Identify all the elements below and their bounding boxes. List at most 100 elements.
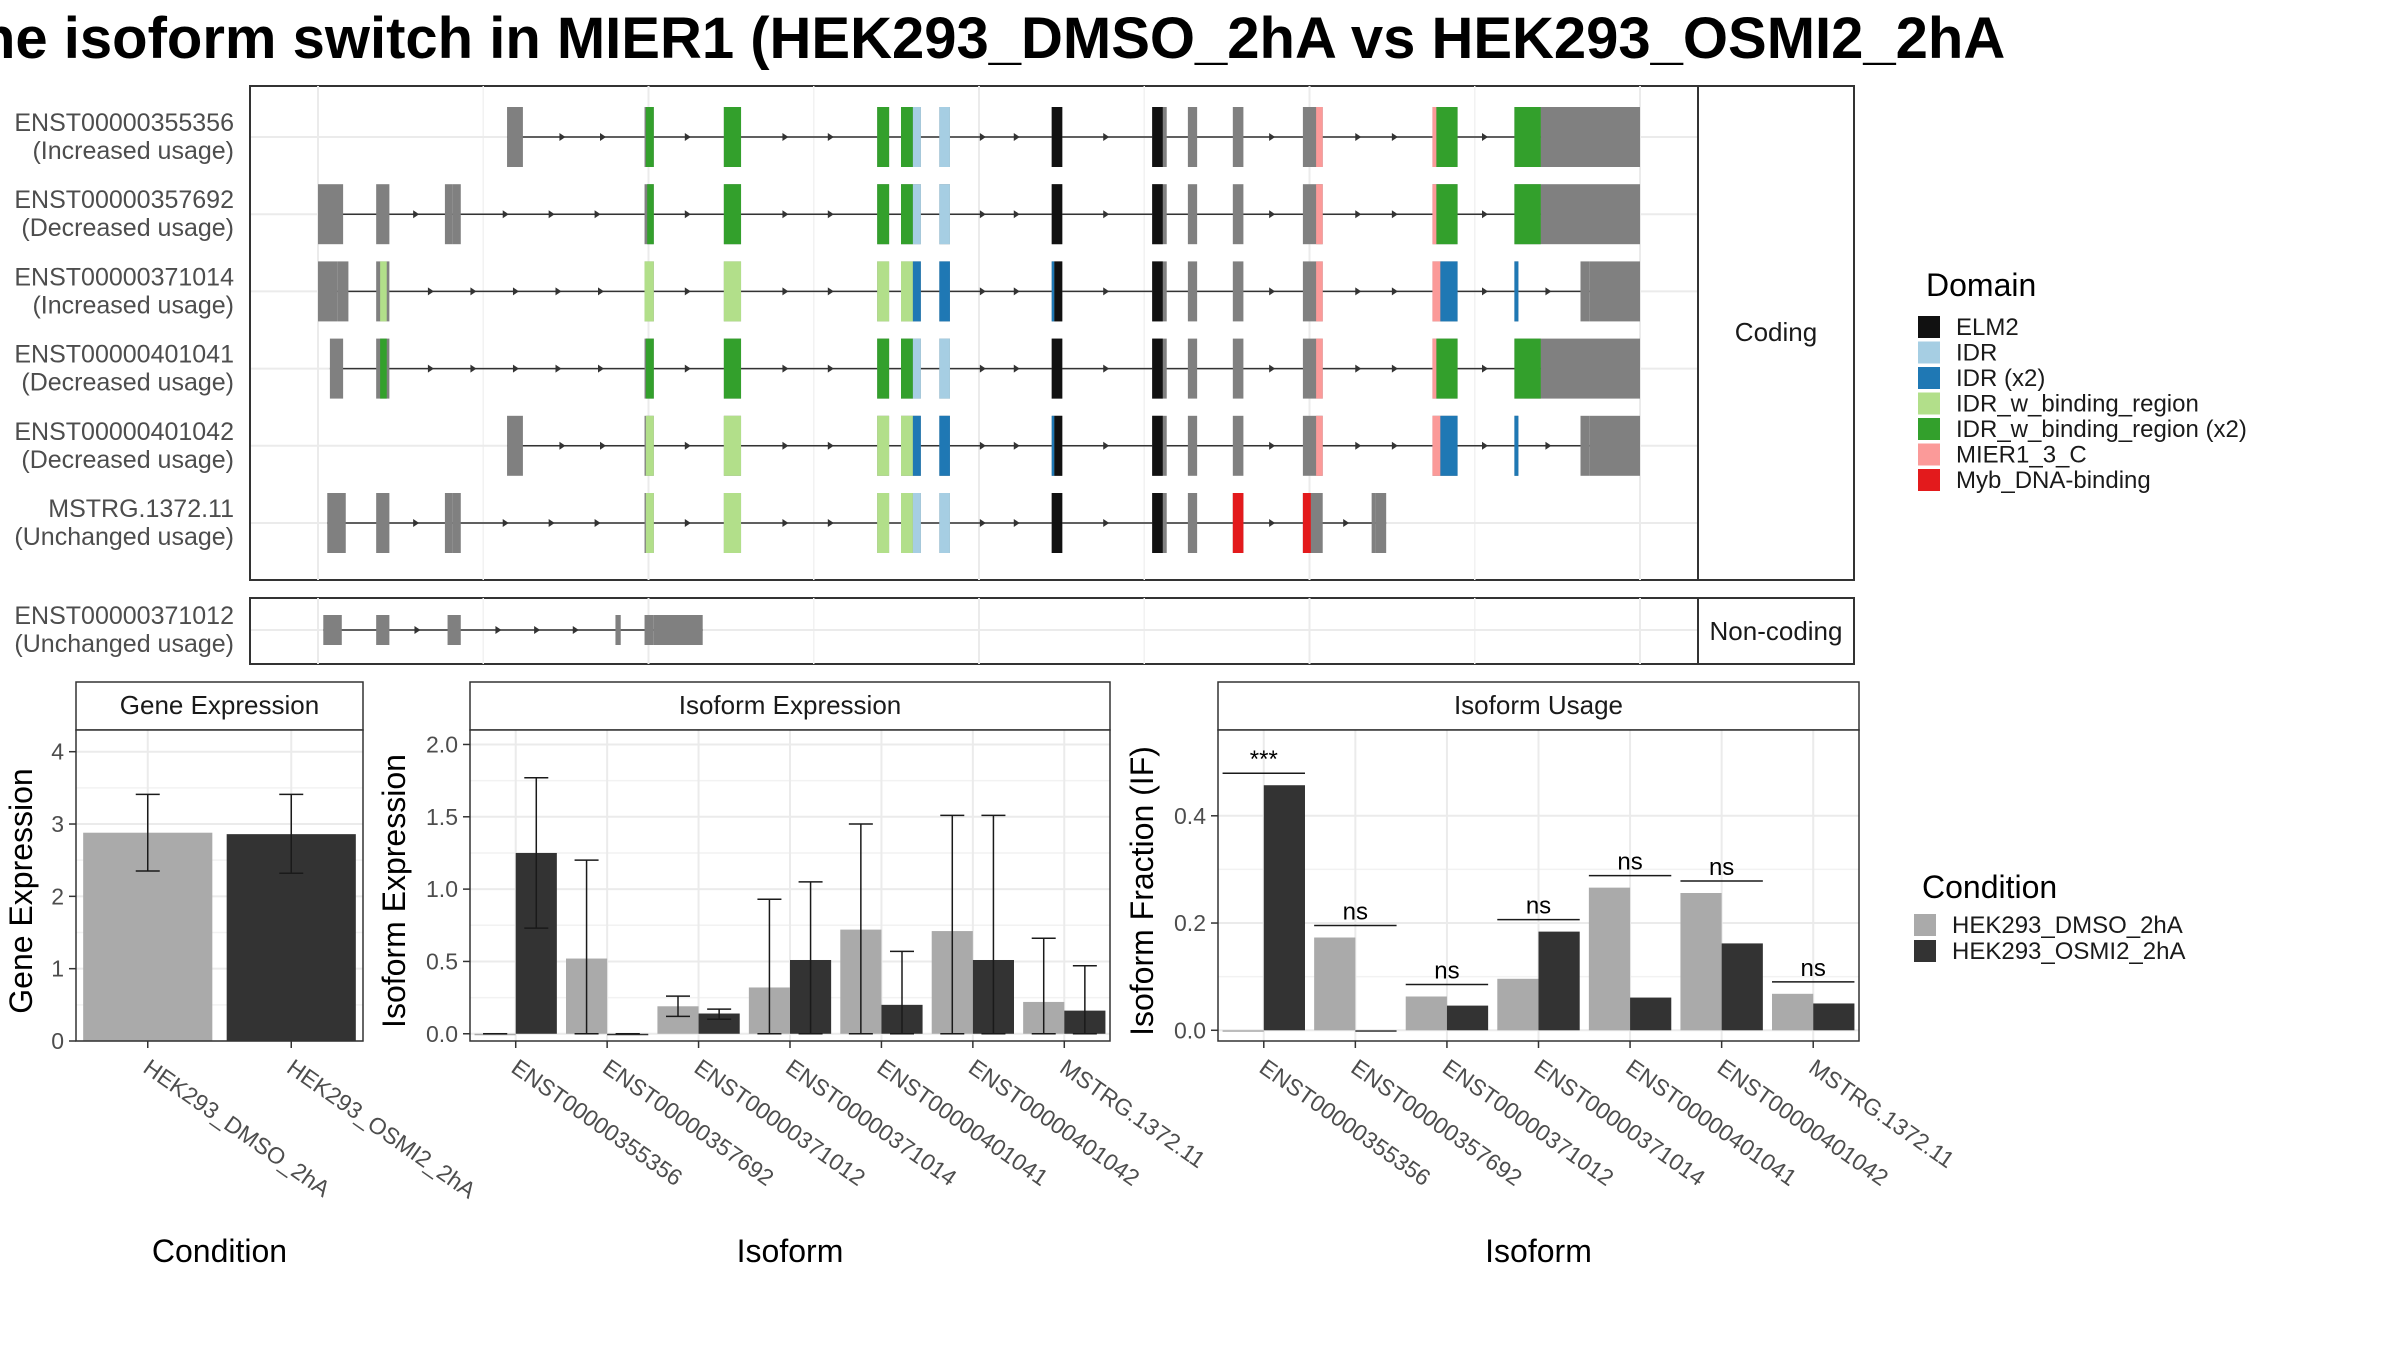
domain-block (1051, 107, 1063, 167)
intron-arrow (572, 626, 579, 634)
intron-arrow (1269, 210, 1276, 219)
domain-block (912, 261, 921, 322)
domain-block (1316, 415, 1323, 476)
intron-arrow (979, 133, 986, 141)
noncoding-strip-label: Non-coding (1710, 616, 1843, 646)
isoform-usage-bar (1222, 1030, 1264, 1032)
isoform-usage-bar (1588, 887, 1631, 1031)
intron-arrow (413, 519, 420, 527)
intron-arrow (827, 210, 834, 219)
domain-block (901, 261, 913, 322)
intron-arrow (599, 133, 606, 141)
exon-block (318, 184, 344, 245)
exon-block (1580, 415, 1590, 476)
isoform-usage-bar (1630, 997, 1672, 1031)
domain-block (723, 493, 742, 553)
domain-block (645, 493, 654, 553)
intron-arrow (1355, 441, 1362, 450)
intron-arrow (598, 287, 605, 296)
isoform-expression-ytick-label: 1.5 (426, 804, 458, 830)
intron-arrow (427, 364, 434, 373)
domain-block (939, 184, 950, 245)
transcript-usage-label: (Increased usage) (32, 291, 234, 319)
domain-block (901, 107, 913, 167)
noncoding-strip (1697, 597, 1855, 665)
domain-block (1432, 338, 1437, 399)
intron-arrow (470, 287, 477, 296)
exon-block (1540, 107, 1640, 167)
domain-block (1051, 261, 1055, 322)
intron-arrow (1103, 287, 1110, 296)
intron-arrow (979, 364, 986, 373)
intron-arrow (512, 364, 519, 373)
transcript-usage-label: (Decreased usage) (21, 446, 234, 474)
intron-arrow (1481, 210, 1488, 219)
isoform-expression-strip-label: Isoform Expression (679, 690, 902, 720)
domain-block (912, 415, 921, 476)
isoform-usage-xlabel: Isoform (1485, 1233, 1592, 1269)
intron-arrow (684, 364, 691, 373)
intron-arrow (827, 364, 834, 373)
intron-arrow (1391, 287, 1398, 296)
coding-panel-border (249, 85, 1699, 581)
exon-block (1580, 261, 1590, 322)
intron-arrow (979, 210, 986, 219)
intron-arrow (1343, 519, 1350, 527)
domain-block (380, 338, 387, 399)
intron-arrow (548, 210, 555, 219)
exon-block (452, 184, 461, 245)
domain-block (723, 261, 742, 322)
domain-block (1514, 415, 1519, 476)
domain-block (1054, 415, 1063, 476)
domain-block (1316, 338, 1323, 399)
isoform-usage-bar (1538, 931, 1580, 1031)
intron-arrow (548, 519, 555, 527)
domain-block (645, 338, 654, 399)
domain-block (645, 107, 654, 167)
intron-arrow (502, 210, 509, 219)
domain-legend-label: IDR_w_binding_region (x2) (1956, 416, 2247, 443)
gene-expression-ytick-label: 2 (51, 883, 64, 909)
intron-arrow (979, 287, 986, 296)
noncoding-panel: ENST00000371012(Unchanged usage) (14, 597, 1699, 665)
intron-arrow (1269, 441, 1276, 450)
domain-legend-label: MIER1_3_C (1956, 442, 2087, 469)
isoform-expression-xlabel: Isoform (737, 1233, 844, 1269)
domain-block (1051, 493, 1063, 553)
transcript-usage-label: (Unchanged usage) (14, 523, 234, 551)
domain-legend-title: Domain (1926, 267, 2036, 303)
isoform-usage-bar (1813, 1003, 1855, 1031)
intron-arrow (594, 519, 601, 527)
intron-arrow (1355, 364, 1362, 373)
exon-block (444, 493, 453, 553)
coding-strip-label: Coding (1735, 317, 1817, 347)
exon-block (653, 615, 703, 645)
domain-block (1514, 338, 1541, 399)
intron-arrow (782, 441, 789, 450)
domain-block (901, 338, 913, 399)
domain-block (1436, 338, 1458, 399)
isoform-usage-bar (1497, 978, 1539, 1031)
domain-block (723, 184, 742, 245)
isoform-usage-bar (1355, 1030, 1397, 1032)
intron-arrow (1013, 441, 1020, 450)
exon-block (1232, 261, 1244, 322)
isoform-usage-sig-label: ns (1709, 854, 1734, 881)
exon-block (1187, 415, 1198, 476)
domain-legend-swatch (1918, 392, 1940, 415)
transcript-id-label: ENST00000401042 (14, 418, 234, 446)
gene-expression-strip-label: Gene Expression (120, 690, 319, 720)
domain-block (1051, 184, 1063, 245)
intron-arrow (1103, 441, 1110, 450)
intron-arrow (1545, 441, 1552, 450)
domain-block (939, 261, 950, 322)
gene-expression-xlabel: Condition (152, 1233, 287, 1269)
isoform-usage-bar (1263, 785, 1305, 1031)
intron-arrow (1013, 287, 1020, 296)
domain-block (1152, 107, 1163, 167)
exon-block (1232, 415, 1244, 476)
coding-panel: ENST00000355356(Increased usage)ENST0000… (14, 85, 1699, 581)
domain-block (901, 493, 913, 553)
domain-block (939, 415, 950, 476)
